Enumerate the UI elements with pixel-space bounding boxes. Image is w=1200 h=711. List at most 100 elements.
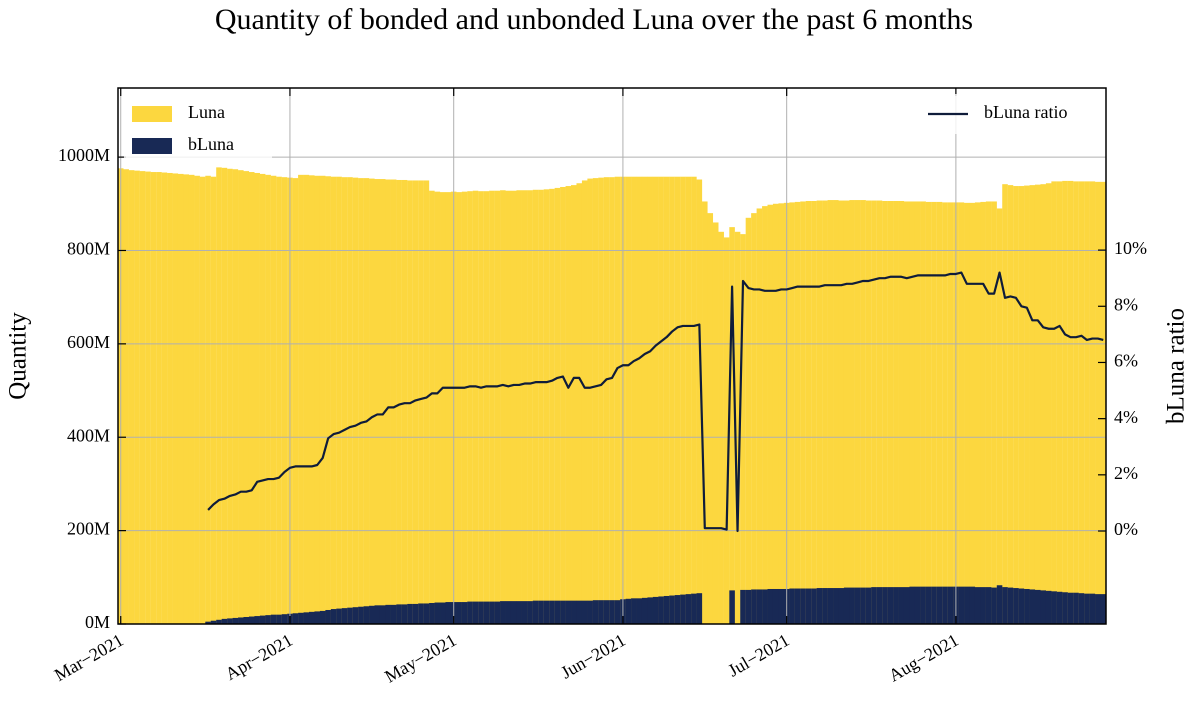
bar [505, 190, 512, 624]
bar [1024, 185, 1030, 624]
bar [210, 620, 217, 624]
bar [369, 178, 375, 624]
bar [429, 190, 435, 624]
legend-label: bLuna [188, 134, 234, 154]
bar [898, 587, 905, 624]
legend-label: Luna [188, 102, 225, 122]
bar [576, 600, 583, 624]
bar [702, 201, 708, 624]
bar [1100, 181, 1107, 625]
bar [396, 179, 402, 624]
bar [259, 173, 266, 624]
bar [712, 222, 719, 624]
bar [767, 204, 774, 624]
bar [1095, 594, 1101, 624]
bar [882, 200, 888, 624]
bar [1062, 592, 1068, 624]
y2-tick-label: 10% [1114, 238, 1147, 258]
bar [581, 600, 588, 624]
bar [805, 200, 812, 624]
y-tick-label: 600M [67, 332, 110, 352]
bar [319, 610, 326, 624]
bar [374, 605, 381, 624]
bar [510, 190, 517, 624]
bar [1051, 181, 1057, 624]
bar [374, 179, 381, 625]
bar [505, 601, 512, 624]
bar [314, 611, 321, 624]
y-tick-label: 200M [67, 519, 110, 539]
bar [210, 176, 217, 624]
bar [554, 187, 561, 624]
bar [516, 601, 522, 624]
bar [549, 600, 555, 624]
bar [205, 175, 211, 624]
bar [669, 595, 675, 624]
bar [565, 600, 572, 624]
bar [139, 171, 146, 624]
bar [494, 190, 501, 624]
bar [833, 200, 839, 624]
bar [1029, 589, 1036, 624]
bar [538, 600, 544, 624]
bar [363, 178, 370, 624]
bar [996, 208, 1003, 624]
bar [811, 200, 817, 624]
bar [947, 586, 954, 624]
bar [598, 177, 604, 624]
bar [472, 190, 479, 624]
bar [500, 601, 506, 624]
bar [887, 200, 894, 624]
bar [379, 605, 386, 624]
bar [1002, 184, 1008, 624]
bar [811, 588, 817, 624]
bar [625, 176, 632, 624]
bar [385, 604, 391, 624]
bar [658, 596, 664, 624]
bar [882, 587, 888, 624]
bar [423, 603, 430, 624]
bar [652, 176, 659, 624]
bar [936, 586, 943, 624]
y-tick-label: 1000M [58, 145, 110, 165]
bar [592, 178, 599, 624]
bar [685, 176, 692, 624]
bar [543, 189, 550, 624]
bar [538, 189, 544, 624]
bar [751, 589, 757, 624]
bar [440, 602, 446, 624]
bar [800, 201, 806, 624]
bar [936, 201, 943, 624]
bar [308, 611, 315, 624]
legend-swatch [132, 138, 172, 154]
bar [298, 174, 304, 624]
bar [369, 605, 375, 624]
bar [156, 172, 162, 624]
bar [669, 176, 675, 624]
bar [341, 608, 348, 624]
bar [1002, 587, 1008, 624]
bar [276, 614, 282, 624]
y-tick-label: 0M [85, 612, 110, 632]
bar [134, 170, 140, 624]
bar [243, 616, 250, 624]
bar [276, 176, 282, 624]
bar [549, 188, 555, 625]
bar [767, 588, 774, 624]
bar [641, 597, 648, 624]
y-axis-label: Quantity [5, 312, 32, 400]
bar [489, 601, 495, 624]
bar [1007, 185, 1014, 624]
bar [1073, 592, 1079, 624]
bar [183, 174, 190, 624]
bar [592, 600, 599, 624]
bar [914, 201, 921, 624]
bar [319, 175, 326, 624]
bar [854, 200, 861, 624]
bar [854, 587, 861, 624]
bar [1056, 181, 1063, 624]
bar [500, 190, 506, 625]
bar [298, 612, 304, 624]
bar [456, 602, 462, 624]
y2-tick-label: 6% [1114, 351, 1138, 371]
